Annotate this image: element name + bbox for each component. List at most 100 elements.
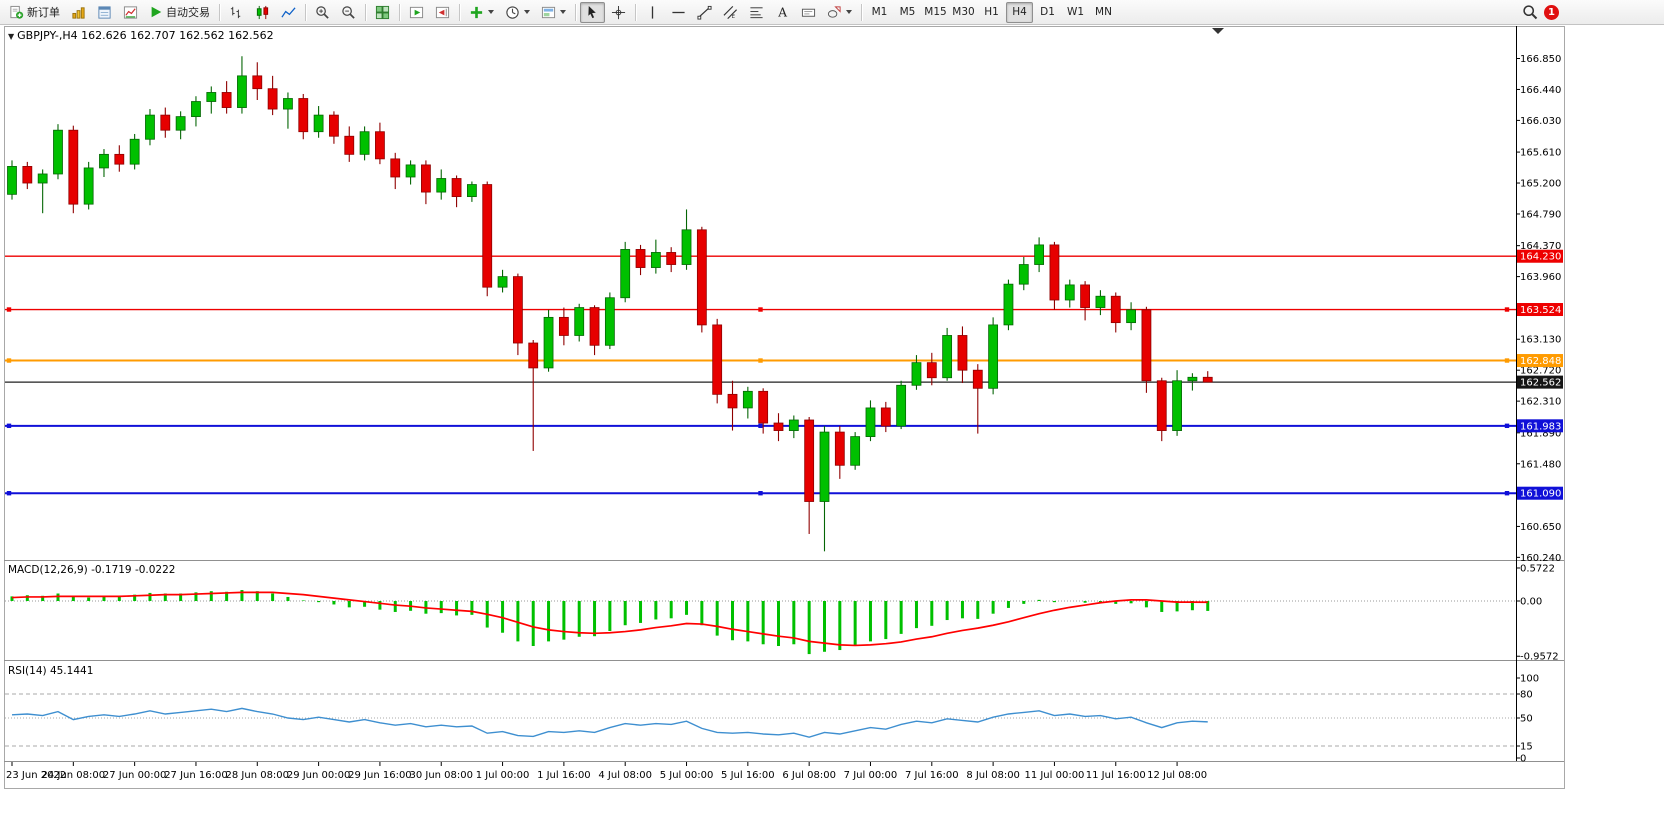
templates-button[interactable] xyxy=(536,2,571,23)
vertical-line-icon xyxy=(651,5,654,19)
price-axis-label: 165.200 xyxy=(1520,179,1561,190)
time-axis-label: 11 Jul 00:00 xyxy=(1024,770,1084,781)
chart-title: GBPJPY-,H4 162.626 162.707 162.562 162.5… xyxy=(17,29,274,42)
timeframe-button-m30[interactable]: M30 xyxy=(950,2,977,23)
line-handle[interactable] xyxy=(758,307,763,312)
timeframe-button-m15[interactable]: M15 xyxy=(922,2,949,23)
tile-windows-button[interactable] xyxy=(370,2,395,23)
time-axis-label: 12 Jul 08:00 xyxy=(1147,770,1207,781)
vertical-line-button[interactable] xyxy=(640,2,665,23)
notifications-badge[interactable]: 1 xyxy=(1544,4,1559,20)
price-badge: 161.090 xyxy=(1517,486,1563,500)
svg-text:E: E xyxy=(731,14,735,20)
one-click-trading-toggle[interactable]: ▼ xyxy=(8,32,15,41)
line-handle[interactable] xyxy=(1504,423,1510,429)
text-button[interactable]: A xyxy=(770,2,795,23)
line-handle[interactable] xyxy=(6,491,12,496)
price-axis-label: 160.240 xyxy=(1520,553,1561,564)
time-axis-label: 24 Jun 08:00 xyxy=(42,770,106,781)
chart-window-background xyxy=(4,26,1565,789)
time-axis-label: 1 Jul 00:00 xyxy=(476,770,530,781)
line-handle[interactable] xyxy=(6,358,12,363)
toolbar-separator xyxy=(399,3,400,21)
timeframe-button-d1[interactable]: D1 xyxy=(1034,2,1061,23)
time-axis-label: 8 Jul 08:00 xyxy=(966,770,1020,781)
auto-scroll-button[interactable] xyxy=(404,2,429,23)
horizontal-line-button[interactable] xyxy=(666,2,691,23)
line-handle[interactable] xyxy=(1504,358,1510,363)
timeframe-button-m5[interactable]: M5 xyxy=(894,2,921,23)
time-axis-label: 4 Jul 08:00 xyxy=(598,770,652,781)
timeframe-button-m1[interactable]: M1 xyxy=(866,2,893,23)
tile-windows-icon xyxy=(375,5,390,19)
time-axis-label: 6 Jul 08:00 xyxy=(782,770,836,781)
time-axis-label: 29 Jun 00:00 xyxy=(287,770,351,781)
price-axis-label: 164.790 xyxy=(1520,209,1561,220)
price-badge: 162.848 xyxy=(1517,354,1563,368)
toolbar-separator xyxy=(575,3,576,21)
macd-signal-line xyxy=(11,591,1208,647)
new-order-icon xyxy=(10,5,24,19)
fibonacci-button[interactable] xyxy=(744,2,769,23)
line-handle[interactable] xyxy=(758,423,763,429)
chart-title-box: ▼ GBPJPY-,H4 162.626 162.707 162.562 162.… xyxy=(8,29,274,42)
template-icon xyxy=(541,6,556,18)
price-axis-label: 160.650 xyxy=(1520,522,1561,533)
svg-text:162.848: 162.848 xyxy=(1520,356,1561,367)
periods-button[interactable] xyxy=(500,2,535,23)
data-window-icon xyxy=(98,5,111,19)
new-order-button[interactable]: 新订单 xyxy=(4,2,65,23)
label-button[interactable] xyxy=(796,2,821,23)
line-handle[interactable] xyxy=(6,423,12,429)
line-handle[interactable] xyxy=(1504,491,1510,496)
candlestick-icon xyxy=(256,5,269,19)
toolbar-separator xyxy=(459,3,460,21)
market-watch-icon xyxy=(72,6,85,19)
add-indicator-icon xyxy=(470,6,483,18)
timeframe-button-h1[interactable]: H1 xyxy=(978,2,1005,23)
price-axis-label: 163.130 xyxy=(1520,335,1561,346)
bar-chart-button[interactable] xyxy=(224,2,249,23)
time-axis-label: 27 Jun 16:00 xyxy=(164,770,228,781)
clock-icon xyxy=(506,5,519,19)
crosshair-button[interactable] xyxy=(606,2,631,23)
timeframe-button-w1[interactable]: W1 xyxy=(1062,2,1089,23)
candlestick-chart-button[interactable] xyxy=(250,2,275,23)
chart-shift-marker[interactable] xyxy=(1212,28,1224,34)
price-axis-label: 166.850 xyxy=(1520,54,1561,65)
search-button[interactable] xyxy=(1517,2,1543,23)
data-window-button[interactable] xyxy=(92,2,117,23)
shapes-button[interactable] xyxy=(822,2,857,23)
line-handle[interactable] xyxy=(6,307,12,312)
svg-text:163.524: 163.524 xyxy=(1520,305,1561,316)
candlestick-series xyxy=(7,56,1213,552)
macd-axis-label: 0.5722 xyxy=(1520,563,1555,574)
chart-shift-button[interactable] xyxy=(430,2,455,23)
equidistant-channel-icon: E xyxy=(723,5,737,20)
line-handle[interactable] xyxy=(758,358,763,363)
svg-text:A: A xyxy=(777,5,787,19)
timeframe-button-h4[interactable]: H4 xyxy=(1006,1,1033,23)
crosshair-icon xyxy=(611,5,626,19)
time-axis-label: 5 Jul 00:00 xyxy=(660,770,714,781)
line-chart-button[interactable] xyxy=(276,2,301,23)
indicators-button[interactable] xyxy=(464,2,499,23)
fibonacci-icon xyxy=(750,6,763,18)
timeframe-button-mn[interactable]: MN xyxy=(1090,2,1117,23)
navigator-button[interactable] xyxy=(118,2,143,23)
horizontal-price-lines[interactable] xyxy=(5,255,1516,496)
svg-text:161.090: 161.090 xyxy=(1520,489,1561,500)
cursor-button[interactable] xyxy=(580,1,605,23)
zoom-out-button[interactable] xyxy=(336,2,361,23)
channel-button[interactable]: E xyxy=(718,2,743,23)
line-handle[interactable] xyxy=(1504,307,1510,312)
navigator-icon xyxy=(123,5,138,19)
time-axis-label: 7 Jul 00:00 xyxy=(844,770,898,781)
trendline-button[interactable] xyxy=(692,2,717,23)
line-handle[interactable] xyxy=(758,491,763,496)
autotrade-button[interactable]: 自动交易 xyxy=(144,2,215,23)
market-watch-button[interactable] xyxy=(66,2,91,23)
zoom-in-button[interactable] xyxy=(310,2,335,23)
autotrade-label: 自动交易 xyxy=(166,6,210,19)
